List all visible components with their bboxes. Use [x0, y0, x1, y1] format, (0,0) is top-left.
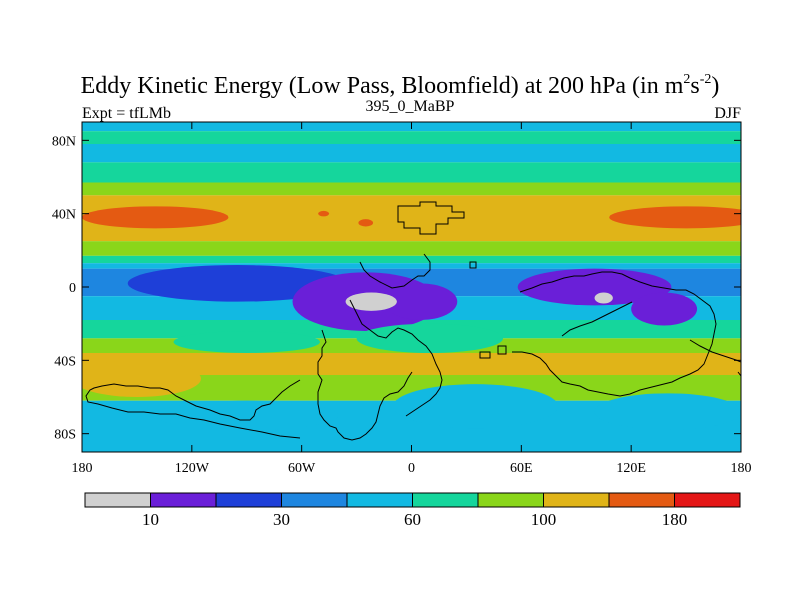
coastline-americas	[85, 329, 507, 441]
x-axis: 180 120W 60W 0 60E 120E 180	[72, 122, 752, 476]
contour-band-2	[82, 144, 741, 163]
coastline-africa-europe	[349, 201, 477, 417]
contour-region-6	[384, 283, 458, 320]
contour-region-7	[517, 268, 672, 306]
colorbar-label-2: 60	[404, 510, 421, 529]
contour-region-13	[82, 360, 201, 397]
contour-region-14	[393, 384, 558, 429]
contour-region-2	[318, 210, 330, 217]
contour-region-11	[356, 323, 504, 354]
x-tick-label-1: 120W	[175, 461, 210, 476]
subtitle-center: 395_0_MaBP	[366, 98, 455, 115]
contour-region-12	[173, 331, 320, 353]
contour-band-8	[82, 263, 741, 269]
colorbar-label-0: 10	[142, 510, 159, 529]
colorbar-box-5	[412, 492, 479, 508]
colorbar-label-4: 180	[662, 510, 688, 529]
contour-region-9	[345, 292, 397, 311]
contour-band-4	[82, 182, 741, 196]
contour-region-16	[594, 393, 741, 430]
y-tick-label-0: 80N	[52, 134, 76, 149]
contour-fill-layer	[82, 122, 741, 452]
x-tick-label-4: 60E	[510, 461, 533, 476]
contour-band-13	[82, 353, 741, 375]
contour-region-1	[82, 206, 229, 229]
colorbar-box-8	[608, 492, 675, 508]
contour-band-1	[82, 131, 741, 144]
chart-title-unit-mid: s	[690, 73, 699, 99]
colorbar-box-7	[543, 492, 610, 508]
colorbar-label-1: 30	[273, 510, 290, 529]
coastline-asia-australia	[512, 271, 741, 397]
y-tick-label-2: 0	[69, 281, 76, 296]
chart-title-close: )	[711, 73, 719, 99]
y-tick-label-4: 80S	[54, 428, 76, 443]
colorbar-box-2	[215, 492, 282, 508]
contour-region-15	[155, 400, 339, 431]
y-tick-label-3: 40S	[54, 354, 76, 369]
contour-region-4	[127, 265, 348, 302]
y-tick-label-1: 40N	[52, 208, 76, 223]
subtitle-right: DJF	[714, 105, 741, 122]
contour-band-6	[82, 241, 741, 256]
contour-region-8	[631, 292, 698, 326]
x-tick-label-0: 180	[72, 461, 93, 476]
x-tick-label-3: 0	[408, 461, 415, 476]
colorbar: 10 30 60 100 180	[84, 492, 741, 529]
coastline-layer	[85, 201, 741, 441]
x-tick-label-6: 180	[731, 461, 752, 476]
contour-band-3	[82, 162, 741, 183]
contour-region-3	[358, 219, 374, 227]
subtitle-left: Expt = tfLMb	[82, 105, 171, 122]
colorbar-box-0	[84, 492, 151, 508]
chart-title-main: Eddy Kinetic Energy (Low Pass, Bloomfiel…	[81, 73, 684, 99]
colorbar-box-4	[346, 492, 413, 508]
chart-title: Eddy Kinetic Energy (Low Pass, Bloomfiel…	[81, 72, 720, 99]
contour-region-0	[609, 206, 741, 229]
colorbar-box-6	[477, 492, 544, 508]
chart-title-unit-exp1: 2	[683, 72, 690, 87]
y-axis: 80N 40N 0 40S 80S	[52, 134, 741, 443]
plot-area	[82, 122, 741, 452]
colorbar-box-1	[150, 492, 217, 508]
x-tick-label-2: 60W	[288, 461, 316, 476]
x-tick-label-5: 120E	[616, 461, 646, 476]
colorbar-box-3	[281, 492, 348, 508]
contour-region-10	[594, 292, 613, 304]
colorbar-box-9	[674, 492, 741, 508]
chart-title-unit-exp2: -2	[700, 72, 712, 87]
contour-band-7	[82, 255, 741, 264]
colorbar-label-3: 100	[531, 510, 557, 529]
